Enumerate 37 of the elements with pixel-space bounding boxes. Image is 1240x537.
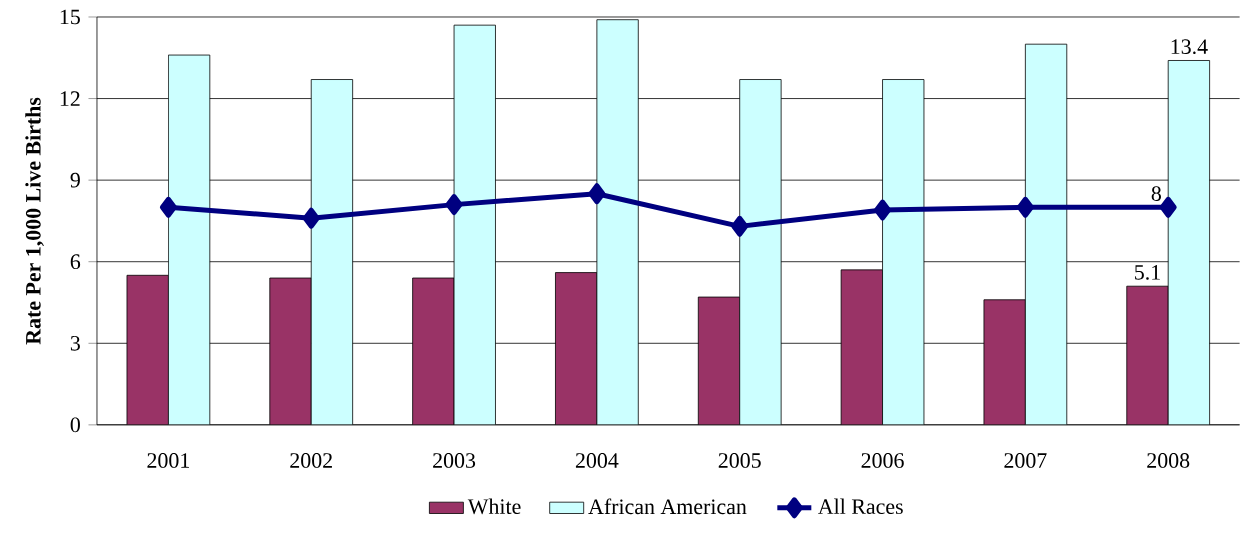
point (1159, 196, 1177, 218)
x-tick-label: 2004 (575, 453, 619, 468)
y-axis-title: Rate Per 1,000 Live Births (25, 97, 44, 345)
legend-label: African American (588, 498, 747, 515)
point (159, 196, 177, 218)
point (445, 194, 463, 216)
y-tick-label: 0 (70, 417, 80, 433)
point (731, 215, 749, 237)
data-label: 13.4 (1171, 39, 1208, 55)
y-tick-label: 3 (70, 336, 80, 351)
bar (167, 54, 211, 425)
legend-label: All Races (818, 498, 903, 515)
legend-label: White (467, 498, 521, 515)
point (302, 207, 320, 229)
bar (882, 79, 925, 425)
point (1016, 196, 1034, 218)
x-tick-label: 2007 (1004, 453, 1047, 468)
x-tick-label: 2002 (290, 453, 332, 468)
x-tick-label: 2008 (1147, 453, 1190, 468)
data-label: 8 (1151, 186, 1161, 202)
bar (1024, 43, 1068, 425)
point (588, 183, 606, 205)
x-tick-label: 2006 (861, 453, 904, 468)
bar (596, 19, 639, 425)
point (874, 199, 892, 221)
bar (1167, 60, 1211, 425)
y-tick-label: 9 (70, 172, 80, 188)
bar (739, 79, 782, 425)
x-tick-label: 2001 (147, 453, 189, 468)
y-tick-label: 15 (60, 9, 80, 25)
y-tick-label: 6 (70, 254, 81, 270)
x-tick-label: 2003 (433, 453, 476, 468)
data-label: 5.1 (1135, 265, 1160, 280)
bar (453, 24, 496, 425)
x-tick-label: 2005 (718, 453, 761, 468)
y-tick-label: 12 (60, 91, 80, 106)
bar (310, 79, 354, 425)
